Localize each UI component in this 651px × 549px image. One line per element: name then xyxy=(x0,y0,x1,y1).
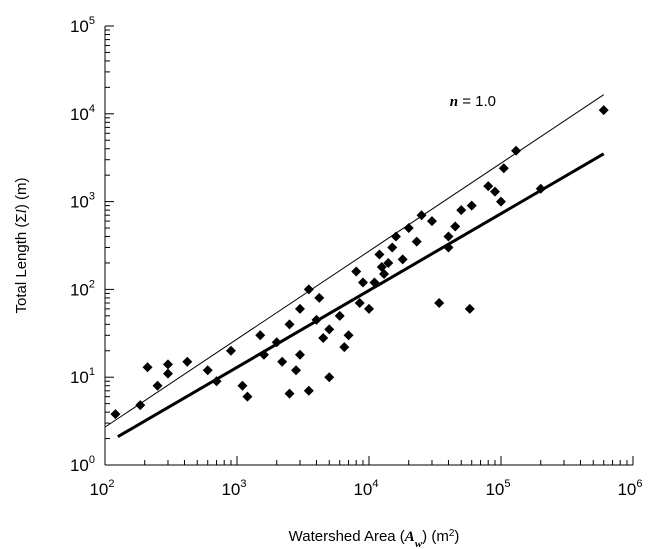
data-point xyxy=(426,216,437,227)
y-tick-label: 103 xyxy=(70,191,95,212)
x-tick-label: 102 xyxy=(89,478,114,499)
data-point xyxy=(294,303,305,314)
data-point xyxy=(182,356,193,367)
fit-line-thick xyxy=(117,152,605,439)
data-point xyxy=(314,292,325,303)
data-point xyxy=(277,356,288,367)
data-point xyxy=(354,298,365,309)
data-point xyxy=(364,303,374,314)
y-tick-label: 101 xyxy=(70,366,95,387)
x-axis-title: Watershed Area (Aw) (m2) xyxy=(289,528,460,549)
data-point xyxy=(383,257,394,268)
x-axis-title-symbol: A xyxy=(404,529,415,545)
data-point xyxy=(255,330,266,341)
data-point xyxy=(225,345,236,356)
slope-annotation: n = 1.0 xyxy=(450,93,496,110)
data-point xyxy=(303,284,314,295)
data-point xyxy=(324,372,335,383)
data-point xyxy=(369,277,380,288)
data-points xyxy=(110,105,609,420)
y-axis-title-var: l xyxy=(14,209,30,213)
data-point xyxy=(284,319,295,330)
axis-ticks xyxy=(104,25,634,466)
annotation-var: n xyxy=(450,94,458,110)
data-point xyxy=(324,324,335,335)
data-point xyxy=(303,385,314,396)
data-point xyxy=(242,391,253,402)
data-point xyxy=(237,380,248,391)
y-tick-label: 105 xyxy=(70,15,95,36)
x-tick-label: 103 xyxy=(221,478,246,499)
y-axis-title-suffix: ) (m) xyxy=(13,177,30,209)
data-point xyxy=(466,200,477,211)
x-axis-title-close: ) xyxy=(454,528,459,545)
fit-lines xyxy=(104,94,605,439)
data-point xyxy=(390,231,401,242)
data-point xyxy=(496,196,506,207)
data-point xyxy=(318,332,329,343)
data-point xyxy=(434,298,445,309)
data-point xyxy=(258,349,269,360)
data-point xyxy=(443,231,454,242)
data-point xyxy=(464,303,475,314)
data-point xyxy=(416,210,427,221)
data-point xyxy=(135,400,146,411)
y-axis-title-prefix: Total Length ( xyxy=(13,223,30,314)
data-point xyxy=(339,342,350,353)
data-point xyxy=(271,337,282,348)
data-point xyxy=(535,183,546,194)
annotation-text: = 1.0 xyxy=(458,93,496,110)
data-point xyxy=(379,268,390,279)
y-tick-label: 102 xyxy=(70,278,95,299)
data-point xyxy=(483,181,494,192)
x-tick-label: 106 xyxy=(617,478,642,499)
data-point xyxy=(334,310,345,321)
data-point xyxy=(211,376,222,387)
data-point xyxy=(284,388,295,399)
data-point xyxy=(152,380,163,391)
x-axis-title-subscript: w xyxy=(415,538,423,549)
y-axis-title-symbol: Σ xyxy=(13,213,30,222)
data-point xyxy=(311,314,322,325)
x-axis-title-power: 2 xyxy=(449,528,455,539)
data-point xyxy=(443,242,454,253)
data-point xyxy=(162,368,173,379)
data-point xyxy=(343,330,354,341)
data-point xyxy=(397,254,408,265)
data-point xyxy=(162,359,173,370)
data-point xyxy=(202,365,213,376)
data-point xyxy=(489,186,500,197)
x-tick-label: 104 xyxy=(353,478,378,499)
y-axis-title: Total Length (Σl) (m) xyxy=(13,177,30,313)
data-point xyxy=(291,365,302,376)
data-point xyxy=(411,236,422,247)
data-point xyxy=(110,409,121,420)
axis-labels: 102 103 104 105 106 100 101 102 103 104 105 xyxy=(70,15,643,499)
reference-line-n1 xyxy=(104,94,604,428)
data-point xyxy=(351,266,362,277)
data-point xyxy=(450,221,461,232)
data-point xyxy=(498,163,509,174)
data-point xyxy=(357,277,368,288)
data-point xyxy=(142,362,153,373)
x-tick-label: 105 xyxy=(485,478,510,499)
y-tick-label: 104 xyxy=(70,103,95,124)
data-point xyxy=(598,105,609,116)
data-point xyxy=(294,349,305,360)
y-tick-label: 100 xyxy=(70,454,95,475)
x-axis-title-prefix: Watershed Area ( xyxy=(289,528,405,545)
data-point xyxy=(403,223,414,234)
data-point xyxy=(456,205,467,216)
data-point xyxy=(387,242,398,253)
data-point xyxy=(511,145,522,156)
x-axis-title-suffix: ) (m xyxy=(422,528,449,545)
data-point xyxy=(374,249,385,260)
